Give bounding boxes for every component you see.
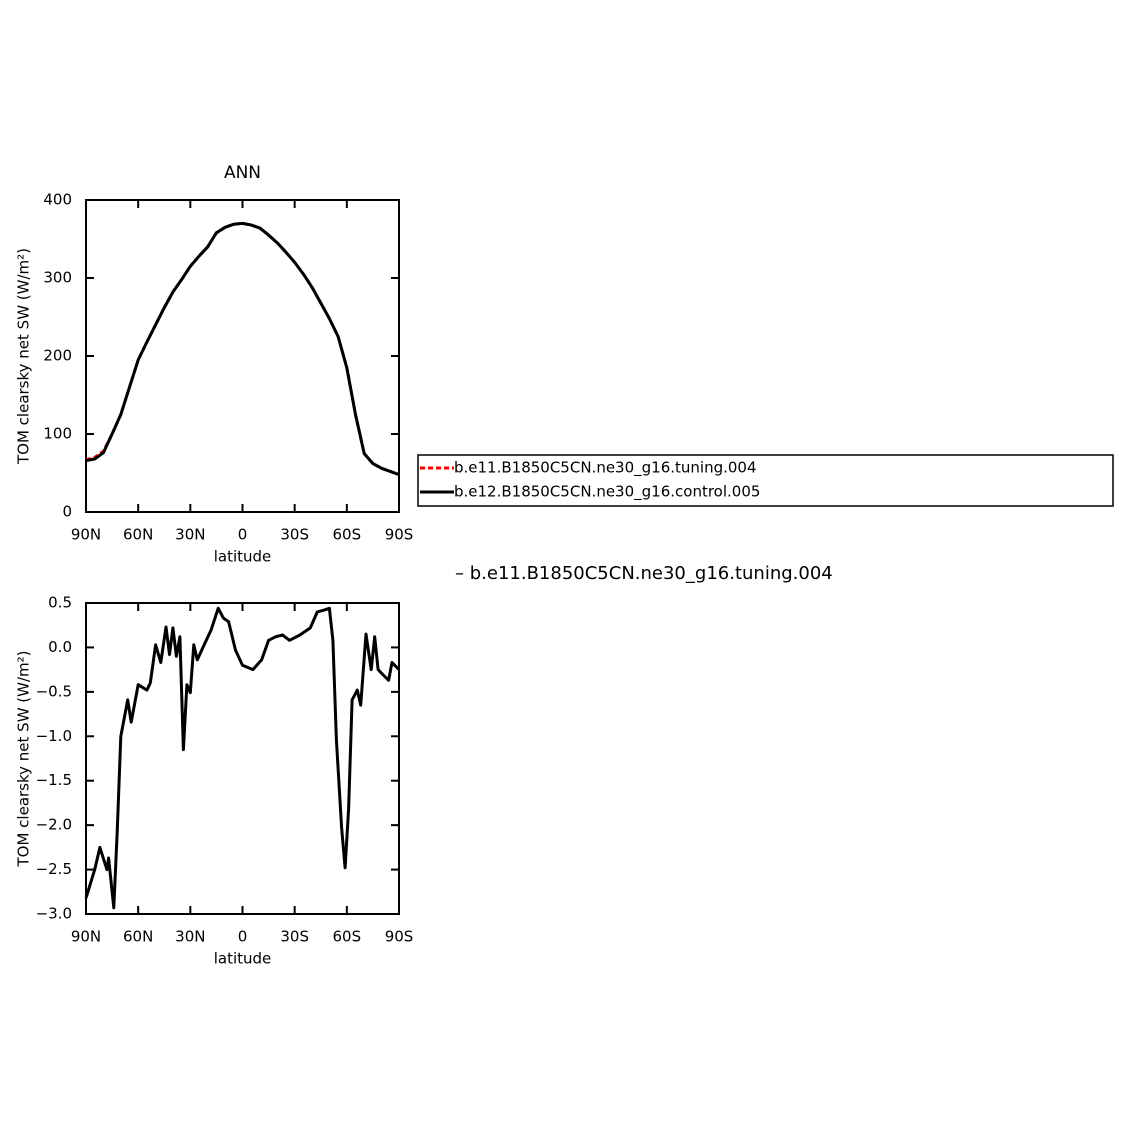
legend-box — [417, 454, 1114, 507]
x-tick-label: 30N — [175, 526, 205, 544]
legend-label: b.e12.B1850C5CN.ne30_g16.control.005 — [454, 483, 760, 502]
series-line — [84, 606, 401, 910]
legend-label: b.e11.B1850C5CN.ne30_g16.tuning.004 — [454, 459, 757, 478]
y-tick-label: 300 — [43, 269, 72, 287]
y-axis-label: TOM clearsky net SW (W/m²) — [15, 650, 33, 867]
x-tick-label: 0 — [238, 928, 248, 946]
x-tick-label: 60S — [333, 526, 362, 544]
series-line — [85, 221, 400, 477]
x-tick-label: 60S — [333, 928, 362, 946]
x-tick-label: 90N — [71, 526, 101, 544]
y-tick-label: 0.5 — [48, 594, 72, 612]
x-axis-label: latitude — [214, 950, 272, 968]
y-tick-label: 100 — [43, 425, 72, 443]
x-tick-label: 0 — [238, 526, 248, 544]
y-tick-label: 0 — [62, 503, 72, 521]
series-line — [85, 221, 400, 477]
y-tick-label: −2.0 — [36, 816, 72, 834]
x-tick-label: 90S — [385, 526, 414, 544]
x-tick-label: 30N — [175, 928, 205, 946]
y-axis-label: TOM clearsky net SW (W/m²) — [15, 248, 33, 465]
y-tick-label: 0.0 — [48, 638, 72, 656]
y-tick-label: −3.0 — [36, 905, 72, 923]
x-tick-label: 60N — [123, 928, 153, 946]
x-tick-label: 60N — [123, 526, 153, 544]
x-tick-label: 30S — [280, 526, 309, 544]
plot-frame — [85, 602, 400, 915]
y-tick-label: −1.5 — [36, 771, 72, 789]
x-tick-label: 90N — [71, 928, 101, 946]
y-tick-label: −0.5 — [36, 682, 72, 700]
annotation: – b.e11.B1850C5CN.ne30_g16.tuning.004 — [455, 563, 833, 584]
x-tick-label: 90S — [385, 928, 414, 946]
y-tick-label: 400 — [43, 191, 72, 209]
plot-frame — [85, 199, 400, 513]
y-tick-label: −1.0 — [36, 727, 72, 745]
chart-title: ANN — [224, 163, 261, 183]
x-axis-label: latitude — [214, 548, 272, 566]
y-tick-label: −2.5 — [36, 860, 72, 878]
x-tick-label: 30S — [280, 928, 309, 946]
y-tick-label: 200 — [43, 347, 72, 365]
